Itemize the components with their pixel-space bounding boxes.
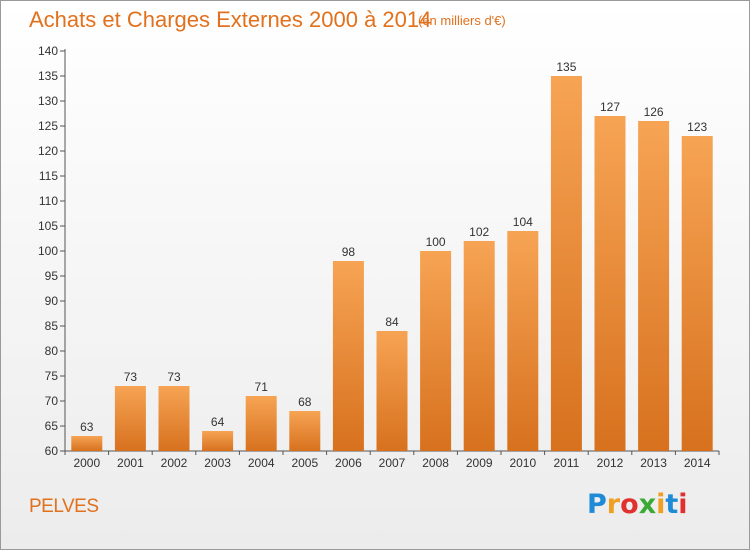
bar-2009 (463, 241, 495, 451)
x-tick-label: 2000 (73, 456, 100, 470)
y-tick-label: 90 (45, 294, 59, 308)
data-label: 102 (469, 225, 489, 239)
y-tick-label: 125 (38, 119, 58, 133)
bar-2007 (376, 331, 408, 451)
x-tick-label: 2010 (509, 456, 536, 470)
chart-subtitle: (en milliers d'€) (418, 13, 506, 28)
x-tick-label: 2008 (422, 456, 449, 470)
logo-letter: t (665, 489, 679, 520)
x-tick-label: 2011 (553, 456, 579, 470)
y-tick-label: 65 (45, 419, 59, 433)
bar-2008 (420, 251, 452, 451)
x-tick-label: 2007 (379, 456, 406, 470)
y-tick-label: 70 (45, 394, 59, 408)
y-tick-label: 140 (38, 44, 58, 58)
chart-title: Achats et Charges Externes 2000 à 2014 (29, 7, 432, 32)
bar-2000 (71, 436, 103, 451)
y-tick-label: 80 (45, 344, 59, 358)
bar-2004 (245, 396, 277, 451)
bar-2006 (332, 261, 364, 451)
bar-2013 (638, 121, 670, 451)
data-label: 126 (644, 105, 664, 119)
logo-letter: i (656, 489, 666, 520)
y-tick-label: 100 (38, 244, 58, 258)
x-tick-label: 2001 (117, 456, 144, 470)
bar-2001 (114, 386, 146, 451)
bar-2014 (681, 136, 713, 451)
y-tick-label: 60 (45, 444, 59, 458)
y-tick-label: 135 (38, 69, 58, 83)
x-tick-label: 2002 (161, 456, 188, 470)
y-axis: 60 65 70 75 80 85 90 95 100 105 110 115 120 125 130 135… (38, 44, 66, 458)
proxiti-logo: Proxiti (587, 489, 688, 520)
logo-letter: r (606, 489, 621, 520)
y-tick-label: 85 (45, 319, 59, 333)
data-label: 68 (298, 395, 312, 409)
data-label: 73 (124, 370, 138, 384)
bar-2005 (289, 411, 321, 451)
data-labels: 63 73 73 64 71 68 98 84 100 102 104 135 127 126 123 (80, 60, 707, 434)
commune-name: PELVES (29, 496, 99, 517)
x-tick-label: 2013 (640, 456, 667, 470)
logo-letter: i (678, 489, 688, 520)
y-tick-label: 105 (38, 219, 58, 233)
data-label: 104 (513, 215, 533, 229)
data-label: 127 (600, 100, 620, 114)
x-tick-label: 2005 (291, 456, 318, 470)
bar-2002 (158, 386, 190, 451)
x-tick-label: 2006 (335, 456, 362, 470)
data-label: 63 (80, 420, 94, 434)
bar-2012 (594, 116, 626, 451)
data-label: 100 (426, 235, 446, 249)
x-tick-label: 2004 (248, 456, 275, 470)
bar-2010 (507, 231, 539, 451)
data-label: 84 (385, 315, 399, 329)
data-label: 71 (255, 380, 269, 394)
y-tick-label: 95 (45, 269, 59, 283)
data-label: 98 (342, 245, 356, 259)
data-label: 135 (556, 60, 576, 74)
logo-letter: P (587, 489, 607, 520)
x-tick-label: 2014 (684, 456, 711, 470)
x-tick-label: 2012 (597, 456, 624, 470)
y-tick-label: 110 (39, 194, 58, 208)
y-tick-label: 75 (45, 369, 59, 383)
x-axis: 2000 2001 2002 2003 2004 2005 2006 2007 2008 2009… (64, 450, 720, 470)
bar-2011 (550, 76, 582, 451)
y-tick-label: 120 (38, 144, 58, 158)
y-tick-label: 115 (39, 169, 58, 183)
data-label: 64 (211, 415, 225, 429)
data-label: 123 (687, 120, 707, 134)
bars (71, 76, 713, 451)
logo-letter: x (638, 489, 657, 520)
x-tick-label: 2003 (204, 456, 231, 470)
data-label: 73 (167, 370, 181, 384)
logo-letter: o (620, 489, 639, 520)
bar-2003 (202, 431, 234, 451)
y-tick-label: 130 (38, 94, 58, 108)
x-tick-label: 2009 (466, 456, 493, 470)
